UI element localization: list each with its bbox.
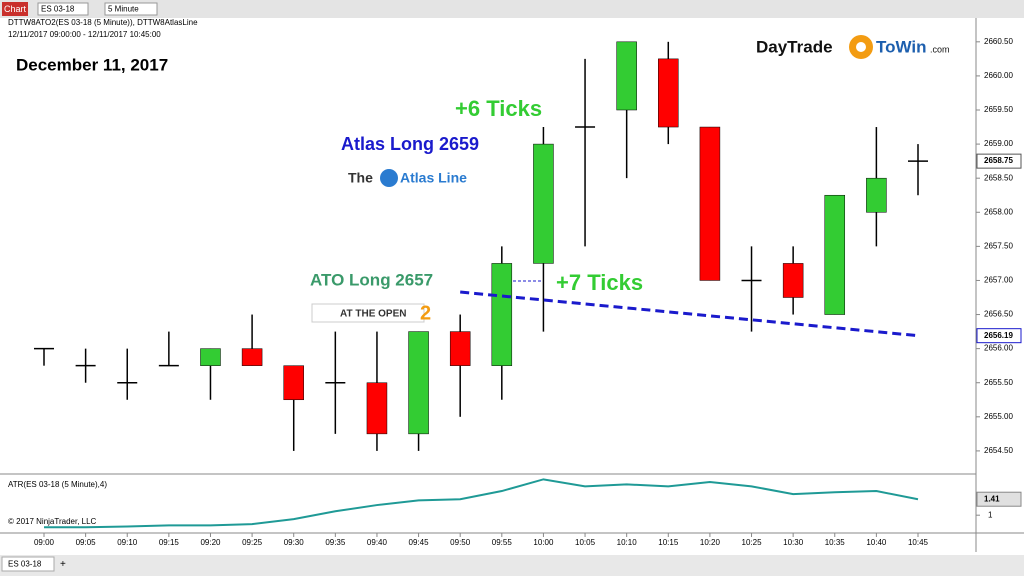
- y-tick-label: 2657.50: [984, 241, 1013, 250]
- candle-body: [824, 194, 846, 315]
- x-tick-label: 09:05: [76, 538, 97, 547]
- x-tick-label: 09:35: [325, 538, 346, 547]
- level-label: 2656.19: [984, 331, 1013, 340]
- y-tick-label: 2658.00: [984, 207, 1013, 216]
- y-tick-label: 2660.50: [984, 37, 1013, 46]
- atr-line: [44, 478, 919, 529]
- last-price: 2658.75: [984, 156, 1013, 165]
- x-tick-label: 10:00: [533, 538, 554, 547]
- badge-text: The: [348, 170, 373, 186]
- x-tick-label: 09:00: [34, 538, 55, 547]
- x-tick-label: 10:35: [825, 538, 846, 547]
- y-tick-label: 2656.50: [984, 310, 1013, 319]
- chart-button[interactable]: [2, 2, 28, 16]
- tab-bar: [0, 555, 1024, 576]
- x-tick-label: 10:25: [742, 538, 763, 547]
- candle-body: [200, 348, 221, 366]
- y-tick-label: 2659.50: [984, 105, 1013, 114]
- atr-title: ATR(ES 03-18 (5 Minute),4): [8, 480, 107, 489]
- last-value: 1.41: [984, 494, 1000, 503]
- candle-body: [699, 126, 721, 281]
- x-tick-label: 09:50: [450, 538, 471, 547]
- interval: 5 Minute: [108, 5, 139, 14]
- trend-line: [460, 290, 919, 338]
- candle-body: [491, 263, 513, 366]
- annotation: ATO Long 2657: [310, 270, 433, 289]
- y-tick-label: 2654.50: [984, 446, 1013, 455]
- x-tick-label: 10:05: [575, 538, 596, 547]
- annotation: Atlas Long 2659: [341, 134, 479, 154]
- logo-text: DayTrade: [756, 37, 833, 56]
- x-tick-label: 10:10: [617, 538, 638, 547]
- candle-body: [533, 143, 554, 264]
- y-tick-label: 2659.00: [984, 139, 1013, 148]
- x-tick-label: 10:30: [783, 538, 804, 547]
- candle-body: [449, 331, 471, 366]
- candle-body: [408, 331, 429, 435]
- y-tick-label: 2657.00: [984, 276, 1013, 285]
- x-tick-label: 10:45: [908, 538, 929, 547]
- x-tick-label: 09:40: [367, 538, 388, 547]
- candle-body: [283, 365, 304, 401]
- date-range: 12/11/2017 09:00:00 - 12/11/2017 10:45:0…: [8, 30, 161, 39]
- x-tick-label: 10:20: [700, 538, 721, 547]
- x-tick-label: 09:20: [200, 538, 221, 547]
- instrument-select[interactable]: [37, 2, 89, 16]
- toolbar: [0, 0, 1024, 18]
- logo-icon: [856, 42, 866, 52]
- x-tick-label: 10:40: [866, 538, 887, 547]
- chart-title: December 11, 2017: [16, 55, 168, 74]
- y-tick-label: 1: [988, 510, 993, 519]
- level-marker: [976, 328, 1022, 344]
- y-tick-label: 2658.50: [984, 173, 1013, 182]
- x-tick-label: 09:25: [242, 538, 263, 547]
- value-marker: [976, 491, 1022, 507]
- candle-body: [782, 263, 804, 298]
- candle-body: [658, 58, 679, 128]
- interval-select[interactable]: [104, 2, 158, 16]
- price-marker: [976, 153, 1022, 169]
- logo-text: ToWin: [876, 37, 927, 56]
- y-tick-label: 2660.00: [984, 71, 1013, 80]
- x-tick-label: 09:55: [492, 538, 513, 547]
- badge-text: Atlas Line: [400, 170, 467, 186]
- tab[interactable]: [1, 556, 55, 572]
- window-title: Chart: [4, 4, 27, 14]
- candle-body: [366, 382, 388, 435]
- badge-icon: [380, 169, 398, 187]
- chart-header: DTTW8ATO2(ES 03-18 (5 Minute)), DTTW8Atl…: [8, 18, 198, 27]
- ato-badge: [311, 303, 425, 323]
- x-tick-label: 09:45: [409, 538, 430, 547]
- tab-label: ES 03-18: [8, 560, 42, 569]
- candle-body: [616, 41, 637, 111]
- x-tick-label: 09:10: [117, 538, 138, 547]
- y-tick-label: 2655.00: [984, 412, 1013, 421]
- y-tick-label: 2655.50: [984, 378, 1013, 387]
- add-tab[interactable]: +: [60, 559, 66, 570]
- annotation: +6 Ticks: [455, 96, 542, 121]
- logo-text: .com: [930, 44, 950, 54]
- x-tick-label: 10:15: [658, 538, 679, 547]
- annotation: +7 Ticks: [556, 270, 643, 295]
- candle-body: [866, 177, 887, 213]
- copyright: © 2017 NinjaTrader, LLC: [8, 517, 97, 526]
- x-tick-label: 09:30: [284, 538, 305, 547]
- instrument: ES 03-18: [41, 5, 75, 14]
- candle-body: [241, 348, 263, 366]
- x-tick-label: 09:15: [159, 538, 180, 547]
- y-tick-label: 2656.00: [984, 344, 1013, 353]
- badge-text: 2: [420, 302, 431, 324]
- badge-text: AT THE OPEN: [340, 309, 406, 320]
